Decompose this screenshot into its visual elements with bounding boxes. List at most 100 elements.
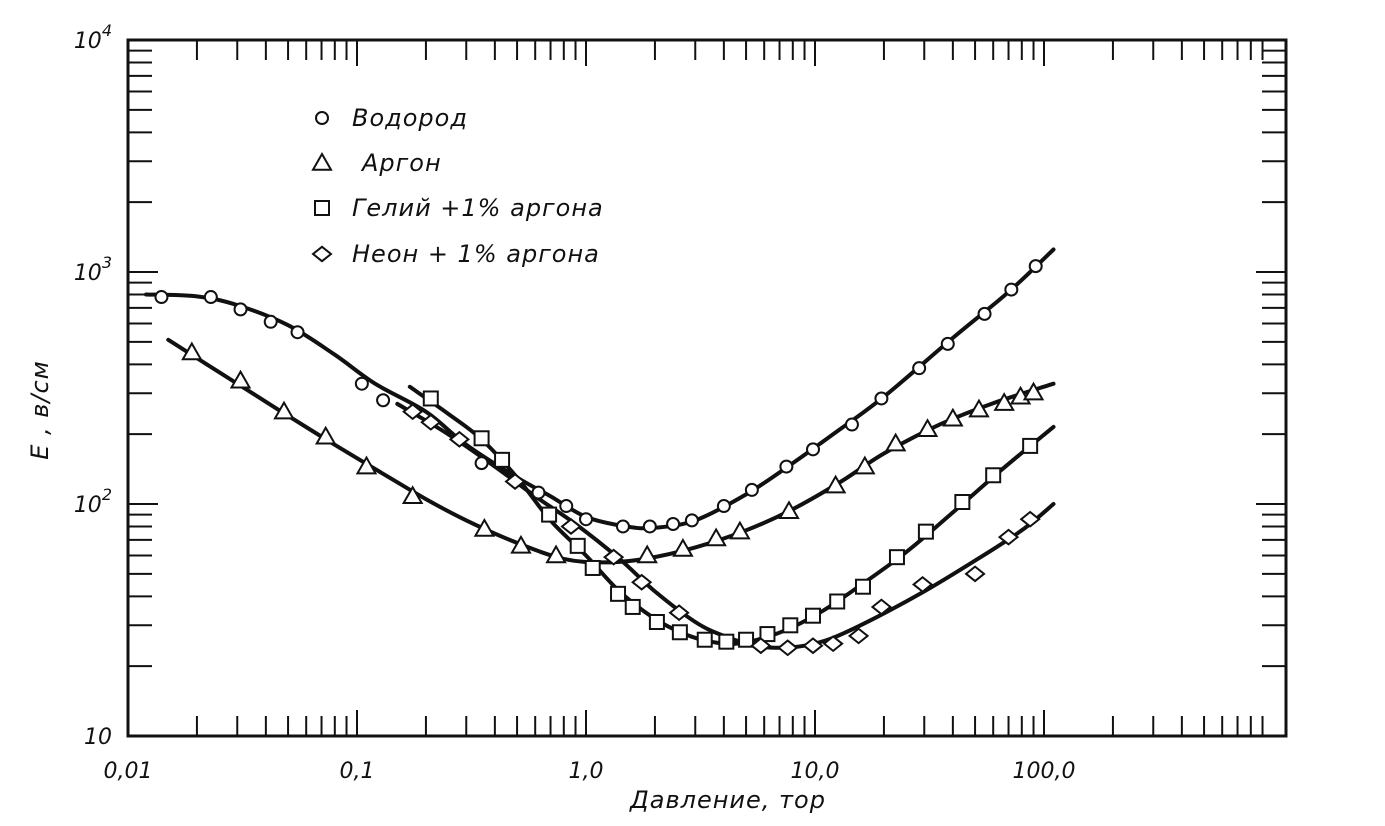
point-argon (778, 500, 800, 520)
point-hydrogen (844, 417, 859, 432)
point-helium-argon (648, 614, 665, 631)
x-tick-label: 100,0 (1013, 759, 1076, 784)
point-neon-argon (603, 548, 625, 566)
point-hydrogen (531, 485, 546, 500)
point-hydrogen (263, 314, 278, 329)
markers-layer (154, 259, 1045, 657)
curve-hydrogen (144, 247, 1056, 531)
point-neon-argon (504, 473, 526, 490)
curve-neon-argon (395, 401, 1056, 650)
point-hydrogen (716, 499, 731, 514)
point-argon (355, 455, 378, 475)
x-tick-label: 0,01 (104, 759, 153, 784)
point-neon-argon (802, 637, 824, 655)
point-argon (916, 418, 939, 437)
point-hydrogen (1028, 259, 1043, 274)
point-hydrogen (874, 391, 889, 406)
point-argon (854, 455, 876, 475)
point-helium-argon (473, 430, 490, 447)
point-helium-argon (422, 390, 439, 407)
ticks-layer (128, 40, 1286, 736)
point-hydrogen (154, 290, 169, 305)
point-argon (942, 407, 964, 427)
point-helium-argon (671, 624, 688, 641)
point-argon (510, 534, 532, 554)
point-helium-argon (782, 617, 799, 634)
point-helium-argon (829, 593, 846, 610)
legend-label-helium-argon: Гелий +1% аргона (352, 194, 604, 222)
point-argon (705, 527, 727, 547)
point-neon-argon (997, 528, 1020, 546)
point-argon (314, 425, 337, 445)
point-helium-argon (888, 549, 905, 566)
point-hydrogen (912, 361, 927, 376)
legend: Водород Аргон Гелий +1% аргона Неон + 1% ар… (311, 104, 604, 268)
point-neon-argon (911, 575, 934, 593)
point-neon-argon (847, 627, 870, 645)
x-tick-label: 10,0 (791, 759, 840, 784)
point-helium-argon (541, 506, 558, 523)
point-helium-argon (610, 585, 627, 602)
x-tick-label: 1,0 (569, 759, 604, 784)
point-neon-argon (448, 430, 470, 448)
point-helium-argon (917, 523, 934, 540)
y-tick-label: 10 (84, 725, 112, 750)
point-neon-argon (420, 413, 442, 431)
point-hydrogen (354, 376, 369, 391)
point-neon-argon (668, 604, 690, 622)
y-tick-label: 102 (74, 485, 112, 518)
point-helium-argon (624, 598, 641, 615)
point-helium-argon (954, 494, 971, 511)
point-neon-argon (402, 403, 424, 421)
legend-label-hydrogen: Водород (352, 104, 468, 132)
y-axis-title: E , в/см (26, 360, 54, 460)
legend-marker-neon-argon (311, 245, 333, 263)
point-helium-argon (718, 633, 735, 650)
point-hydrogen (615, 519, 630, 534)
point-hydrogen (744, 482, 759, 497)
labels-layer: 0,01 0,1 1,0 10,0 100,0 10 102 103 104 (74, 21, 1076, 784)
point-neon-argon (631, 573, 653, 591)
point-neon-argon (777, 639, 799, 657)
legend-label-neon-argon: Неон + 1% аргона (352, 240, 600, 268)
point-argon (1022, 381, 1045, 401)
point-hydrogen (290, 325, 305, 340)
point-hydrogen (977, 306, 992, 321)
point-argon (473, 518, 496, 537)
point-hydrogen (474, 456, 489, 471)
point-argon (993, 392, 1015, 411)
y-tick-label: 103 (74, 253, 112, 286)
x-tick-label: 0,1 (340, 759, 375, 784)
point-neon-argon (964, 565, 986, 583)
point-helium-argon (759, 626, 776, 643)
point-hydrogen (203, 290, 218, 305)
point-helium-argon (584, 559, 601, 576)
point-hydrogen (579, 512, 593, 527)
point-argon (181, 341, 203, 361)
plot-frame (126, 38, 1288, 738)
point-argon (273, 400, 295, 420)
point-hydrogen (666, 516, 681, 531)
point-neon-argon (1019, 510, 1041, 528)
point-neon-argon (560, 518, 582, 535)
point-argon (672, 537, 694, 557)
point-argon (968, 398, 990, 418)
point-hydrogen (233, 302, 248, 317)
point-argon (229, 369, 252, 389)
point-argon (636, 544, 658, 564)
point-helium-argon (854, 578, 871, 595)
point-neon-argon (870, 598, 893, 616)
point-helium-argon (985, 467, 1002, 484)
point-hydrogen (559, 499, 574, 514)
legend-label-argon: Аргон (360, 149, 442, 177)
point-neon-argon (822, 635, 844, 653)
legend-marker-argon (311, 151, 333, 171)
point-helium-argon (1022, 437, 1039, 454)
point-helium-argon (569, 537, 586, 554)
point-argon (401, 485, 424, 504)
point-argon (884, 432, 907, 452)
point-argon (545, 544, 567, 564)
point-hydrogen (805, 442, 820, 457)
